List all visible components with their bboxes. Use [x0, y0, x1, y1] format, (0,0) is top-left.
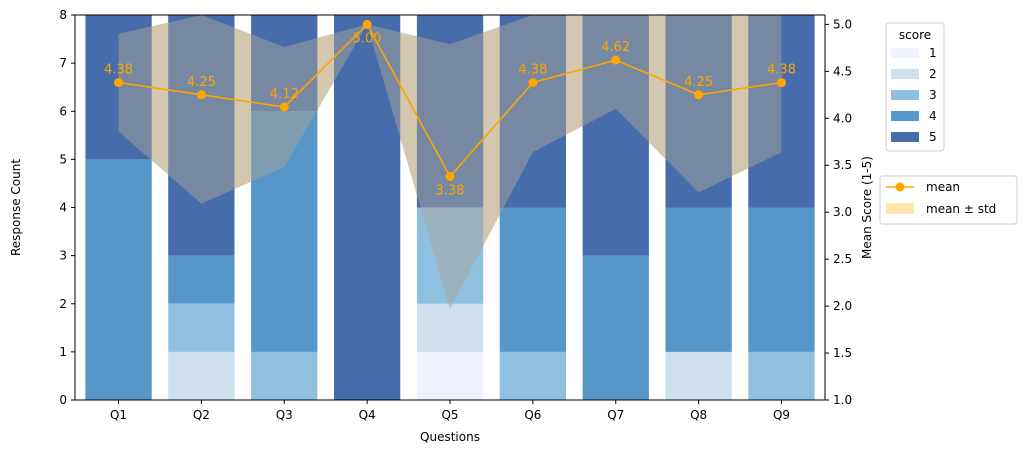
x-tick-label-q5: Q5 [441, 408, 458, 422]
legend-label-score-4: 4 [929, 109, 937, 123]
mean-label-q7: 4.62 [601, 40, 630, 55]
mean-label-q1: 4.38 [104, 63, 133, 78]
y-tick-label: 5 [59, 152, 67, 166]
mean-point-q4 [362, 19, 372, 29]
legend-swatch-score-1 [891, 48, 919, 58]
y2-tick-label: 4.0 [833, 111, 852, 125]
bar-q7-score-4 [582, 255, 649, 400]
y-tick-label: 2 [59, 297, 67, 311]
bar-q2-score-3 [168, 303, 235, 352]
legend-swatch-score-5 [891, 132, 919, 142]
bar-q8-score-2 [665, 351, 732, 400]
mean-label-q4: 5.00 [353, 31, 382, 46]
legend-label-band: mean ± std [926, 202, 996, 216]
y2-tick-label: 2.0 [833, 299, 852, 313]
x-tick-label-q9: Q9 [773, 408, 790, 422]
y-tick-label: 1 [59, 345, 67, 359]
y2-axis-label: Mean Score (1-5) [860, 156, 874, 259]
mean-point-q5 [445, 172, 455, 181]
y-tick-label: 8 [59, 8, 67, 22]
x-tick-label-q1: Q1 [110, 408, 127, 422]
axes: 0 1 2 3 4 5 6 7 8 1.0 1.5 2.0 2.5 3.0 3.5 4.0 4.5 5.0 Q1 Q2… [9, 8, 874, 444]
bar-q5-score-2 [416, 303, 484, 352]
mean-label-q6: 4.38 [518, 63, 547, 78]
legend: score 1 2 3 4 5 mean mean ± std [879, 22, 1018, 225]
mean-legend-box [879, 175, 1018, 225]
y2-tick-label: 4.5 [833, 64, 852, 78]
mean-point-q6 [528, 78, 538, 88]
y-axis-label: Response Count [9, 159, 23, 256]
mean-label-q8: 4.25 [684, 75, 713, 90]
x-tick-label-q3: Q3 [276, 408, 293, 422]
y-tick-label: 6 [59, 104, 67, 118]
bar-q6-score-4 [499, 207, 566, 352]
x-tick-label-q6: Q6 [524, 408, 541, 422]
x-axis-label: Questions [420, 430, 480, 444]
mean-line-layer: 4.38 4.25 4.12 5.00 3.38 4.38 4.62 4.25 4.38 [104, 19, 796, 199]
y2-tick-label: 2.5 [833, 252, 852, 266]
legend-label-mean: mean [926, 180, 960, 194]
mean-point-q3 [279, 102, 289, 112]
bar-q2-score-2 [168, 351, 235, 400]
y2-tick-label: 3.0 [833, 205, 852, 219]
mean-label-q5: 3.38 [436, 184, 465, 199]
y-tick-label: 7 [59, 56, 67, 70]
legend-label-score-2: 2 [929, 67, 937, 81]
x-tick-label-q4: Q4 [359, 408, 376, 422]
legend-swatch-band [886, 203, 914, 214]
x-tick-label-q8: Q8 [690, 408, 707, 422]
bar-q2-score-4 [168, 255, 235, 304]
mean-point-q1 [114, 78, 123, 88]
legend-swatch-mean-marker [895, 182, 905, 192]
bar-q9-score-3 [748, 351, 815, 400]
y2-tick-label: 1.5 [833, 346, 852, 360]
y2-tick-label: 3.5 [833, 158, 852, 172]
bar-q6-score-3 [499, 351, 566, 400]
legend-swatch-score-3 [891, 90, 919, 100]
bar-q1-score-4 [85, 159, 152, 400]
score-legend-title: score [899, 28, 931, 42]
legend-swatch-score-2 [891, 69, 919, 79]
bar-q8-score-4 [665, 207, 732, 352]
y2-tick-label: 5.0 [833, 17, 852, 31]
mean-point-q2 [196, 90, 206, 100]
legend-swatch-score-4 [891, 111, 919, 121]
mean-point-q9 [777, 78, 786, 88]
y2-tick-label: 1.0 [833, 393, 852, 407]
bar-q3-score-3 [251, 351, 318, 400]
mean-point-q8 [694, 90, 704, 100]
y-tick-label: 0 [59, 393, 67, 407]
y-tick-label: 4 [59, 201, 67, 215]
legend-label-score-3: 3 [929, 88, 937, 102]
legend-label-score-5: 5 [929, 130, 937, 144]
std-band-overlay-shape [118, 15, 782, 309]
bar-q5-score-1 [416, 351, 484, 400]
std-band-overlay [118, 15, 782, 309]
x-tick-label-q7: Q7 [607, 408, 624, 422]
x-tick-label-q2: Q2 [193, 408, 210, 422]
mean-label-q9: 4.38 [767, 63, 796, 78]
legend-label-score-1: 1 [929, 46, 937, 60]
bar-q9-score-4 [748, 207, 815, 352]
mean-label-q3: 4.12 [270, 87, 299, 102]
mean-label-q2: 4.25 [187, 75, 216, 90]
y-tick-label: 3 [59, 249, 67, 263]
mean-point-q7 [611, 55, 621, 65]
